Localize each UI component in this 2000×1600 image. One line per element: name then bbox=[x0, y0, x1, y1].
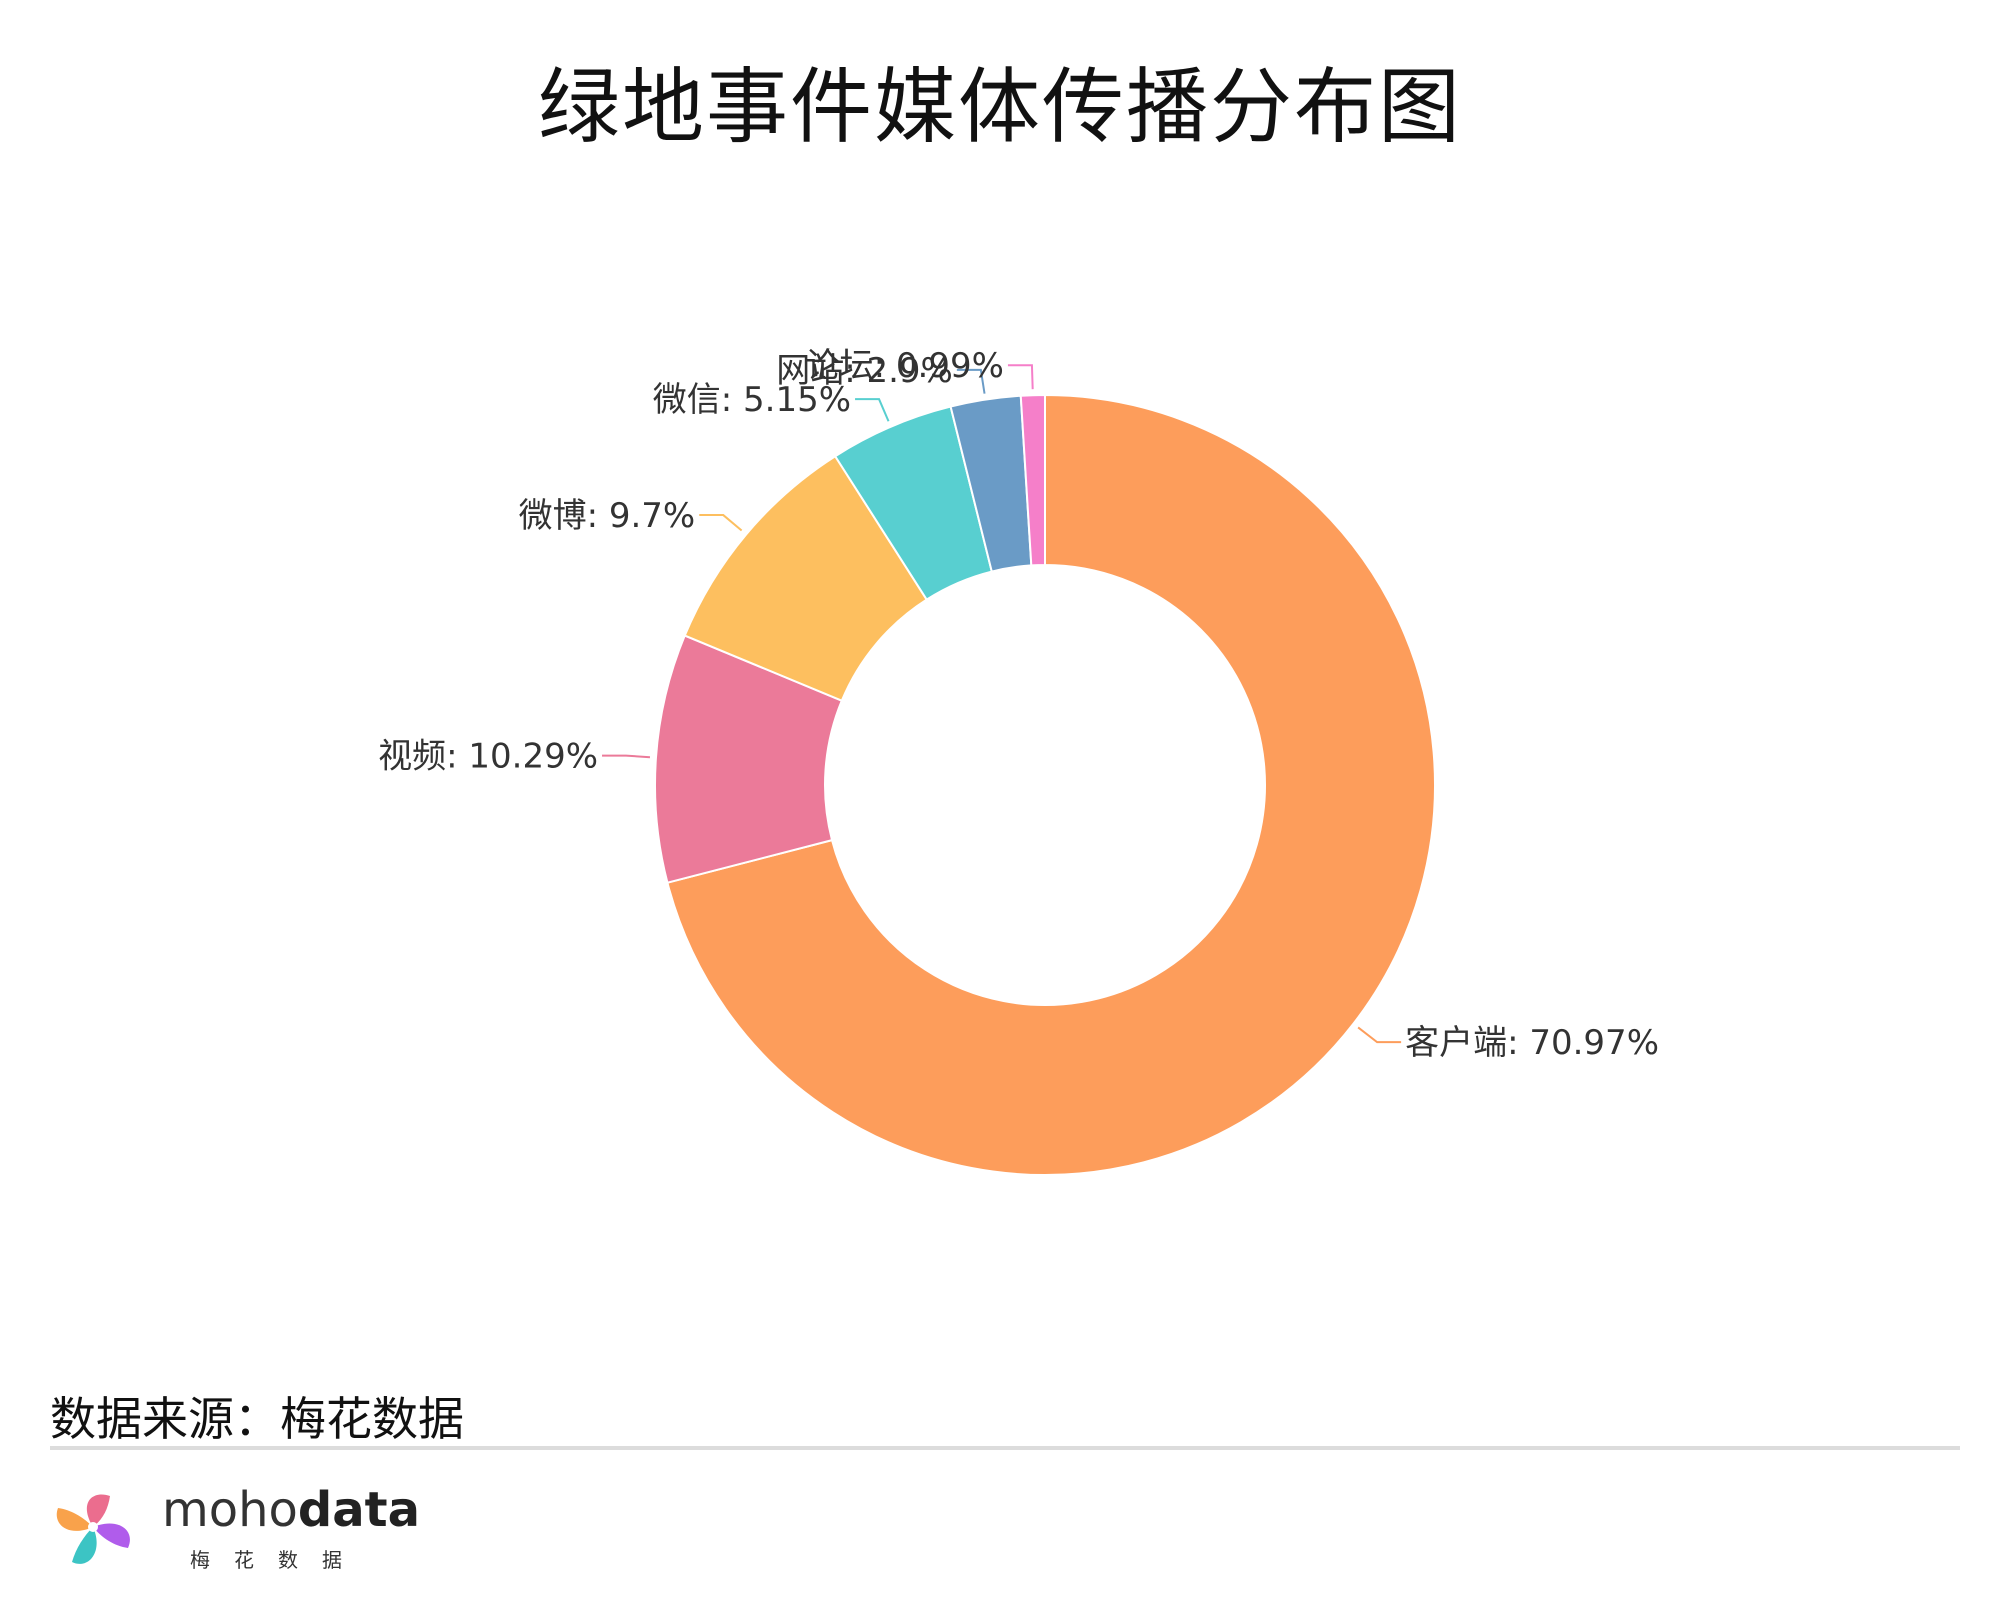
logo-wordmark: mohodata bbox=[162, 1482, 421, 1538]
slice-labels: 客户端: 70.97% 视频: 10.29% 微博: 9.7% 微信: 5.15%网站… bbox=[378, 346, 1659, 1063]
data-source: 数据来源：梅花数据 bbox=[50, 1392, 464, 1446]
mohodata-logo: mohodata 梅花数据 bbox=[48, 1482, 468, 1582]
slice-label-微博: 微博: 9.7% bbox=[519, 496, 696, 536]
slice-label-微信: 微信: 5.15% bbox=[653, 380, 851, 420]
logo-subtitle: 梅花数据 bbox=[190, 1548, 366, 1572]
leader-lines bbox=[602, 364, 1402, 1044]
slice-label-网站: 网站: 2.9% bbox=[776, 351, 953, 391]
leader-line-微博 bbox=[699, 514, 743, 532]
slice-label-论坛: 论坛: 0.99% bbox=[806, 346, 1004, 386]
footer-divider bbox=[50, 1446, 1960, 1450]
leader-line-视频 bbox=[602, 754, 651, 759]
leader-line-客户端 bbox=[1357, 1026, 1402, 1044]
leader-line-微信 bbox=[855, 398, 890, 422]
slice-客户端 bbox=[666, 393, 1436, 1176]
leader-line-网站 bbox=[956, 368, 986, 394]
slice-label-客户端: 客户端: 70.97% bbox=[1405, 1023, 1659, 1063]
pinwheel-logo-icon bbox=[56, 1494, 130, 1564]
donut-chart: 客户端: 70.97% 视频: 10.29% 微博: 9.7% 微信: 5.15%网站… bbox=[378, 346, 1659, 1176]
leader-line-论坛 bbox=[1007, 364, 1034, 390]
slice-论坛 bbox=[1019, 393, 1046, 567]
donut-slices bbox=[654, 393, 1436, 1176]
slice-label-视频: 视频: 10.29% bbox=[378, 737, 598, 777]
chart-title: 绿地事件媒体传播分布图 bbox=[537, 60, 1462, 155]
